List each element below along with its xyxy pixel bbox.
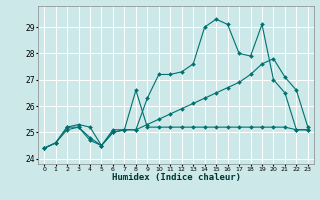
X-axis label: Humidex (Indice chaleur): Humidex (Indice chaleur)	[111, 173, 241, 182]
